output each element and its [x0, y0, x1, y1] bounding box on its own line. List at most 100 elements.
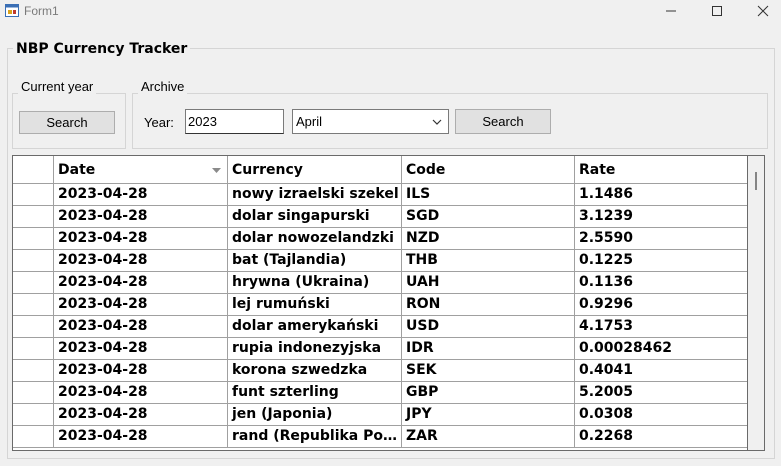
form-heading: NBP Currency Tracker: [13, 41, 191, 57]
cell-code[interactable]: IDR: [402, 338, 575, 360]
table-row[interactable]: 2023-04-28 bat (Tajlandia) THB 0.1225: [13, 250, 747, 272]
cell-currency[interactable]: bat (Tajlandia): [228, 250, 402, 272]
cell-code[interactable]: SEK: [402, 360, 575, 382]
maximize-icon: [712, 6, 722, 16]
cell-currency[interactable]: rand (Republika Południowej Afryki): [228, 426, 402, 448]
table-row[interactable]: 2023-04-28 dolar nowozelandzki NZD 2.5590: [13, 228, 747, 250]
cell-date[interactable]: 2023-04-28: [54, 228, 228, 250]
column-header-date[interactable]: Date: [54, 156, 228, 184]
row-header[interactable]: [13, 338, 54, 360]
cell-date[interactable]: 2023-04-28: [54, 316, 228, 338]
table-row[interactable]: 2023-04-28 funt szterling GBP 5.2005: [13, 382, 747, 404]
month-select[interactable]: April: [292, 109, 449, 134]
cell-code[interactable]: UAH: [402, 272, 575, 294]
cell-currency[interactable]: lej rumuński: [228, 294, 402, 316]
row-header[interactable]: [13, 206, 54, 228]
cell-rate[interactable]: 0.0308: [575, 404, 747, 426]
cell-code[interactable]: USD: [402, 316, 575, 338]
cell-code[interactable]: ILS: [402, 184, 575, 206]
cell-code[interactable]: SGD: [402, 206, 575, 228]
currency-grid[interactable]: Date Currency Code Rate 2023-04-28 nowy i…: [12, 155, 748, 451]
chevron-down-icon: [432, 119, 442, 125]
row-header[interactable]: [13, 228, 54, 250]
cell-rate[interactable]: 4.1753: [575, 316, 747, 338]
minimize-button[interactable]: [648, 0, 694, 22]
current-year-label: Current year: [18, 79, 97, 94]
row-header[interactable]: [13, 382, 54, 404]
cell-code[interactable]: GBP: [402, 382, 575, 404]
row-header[interactable]: [13, 184, 54, 206]
column-header-rate[interactable]: Rate: [575, 156, 747, 184]
cell-currency[interactable]: dolar singapurski: [228, 206, 402, 228]
table-row[interactable]: 2023-04-28 korona szwedzka SEK 0.4041: [13, 360, 747, 382]
year-input[interactable]: 2023: [185, 109, 284, 134]
table-row[interactable]: 2023-04-28 jen (Japonia) JPY 0.0308: [13, 404, 747, 426]
row-header[interactable]: [13, 360, 54, 382]
row-header[interactable]: [13, 426, 54, 448]
main-groupbox: [7, 48, 775, 459]
row-header[interactable]: [13, 294, 54, 316]
column-header-currency[interactable]: Currency: [228, 156, 402, 184]
row-header[interactable]: [13, 272, 54, 294]
cell-code[interactable]: ZAR: [402, 426, 575, 448]
cell-currency[interactable]: funt szterling: [228, 382, 402, 404]
row-header[interactable]: [13, 316, 54, 338]
cell-rate[interactable]: 0.2268: [575, 426, 747, 448]
cell-rate[interactable]: 5.2005: [575, 382, 747, 404]
cell-currency[interactable]: nowy izraelski szekel: [228, 184, 402, 206]
minimize-icon: [666, 10, 676, 12]
row-header-corner: [13, 156, 54, 184]
cell-date[interactable]: 2023-04-28: [54, 272, 228, 294]
cell-rate[interactable]: 0.1225: [575, 250, 747, 272]
cell-date[interactable]: 2023-04-28: [54, 206, 228, 228]
cell-rate[interactable]: 0.9296: [575, 294, 747, 316]
row-header[interactable]: [13, 250, 54, 272]
cell-date[interactable]: 2023-04-28: [54, 250, 228, 272]
cell-date[interactable]: 2023-04-28: [54, 338, 228, 360]
cell-currency[interactable]: hrywna (Ukraina): [228, 272, 402, 294]
table-row[interactable]: 2023-04-28 dolar singapurski SGD 3.1239: [13, 206, 747, 228]
scrollbar-thumb[interactable]: [755, 172, 757, 190]
cell-currency[interactable]: rupia indonezyjska: [228, 338, 402, 360]
row-header[interactable]: [13, 404, 54, 426]
cell-currency[interactable]: dolar amerykański: [228, 316, 402, 338]
month-select-value: April: [296, 114, 323, 129]
table-row[interactable]: 2023-04-28 hrywna (Ukraina) UAH 0.1136: [13, 272, 747, 294]
column-header-code[interactable]: Code: [402, 156, 575, 184]
grid-header-row: Date Currency Code Rate: [13, 156, 747, 184]
archive-groupbox: [132, 93, 768, 149]
cell-rate[interactable]: 2.5590: [575, 228, 747, 250]
cell-rate[interactable]: 0.4041: [575, 360, 747, 382]
table-row[interactable]: 2023-04-28 lej rumuński RON 0.9296: [13, 294, 747, 316]
cell-currency[interactable]: jen (Japonia): [228, 404, 402, 426]
archive-search-button[interactable]: Search: [455, 109, 551, 134]
cell-rate[interactable]: 0.00028462: [575, 338, 747, 360]
cell-code[interactable]: THB: [402, 250, 575, 272]
archive-label: Archive: [138, 79, 188, 94]
table-row[interactable]: 2023-04-28 nowy izraelski szekel ILS 1.1486: [13, 184, 747, 206]
cell-currency[interactable]: korona szwedzka: [228, 360, 402, 382]
cell-rate[interactable]: 3.1239: [575, 206, 747, 228]
table-row[interactable]: 2023-04-28 dolar amerykański USD 4.1753: [13, 316, 747, 338]
cell-date[interactable]: 2023-04-28: [54, 294, 228, 316]
grid-vertical-scrollbar[interactable]: [748, 155, 765, 451]
cell-code[interactable]: RON: [402, 294, 575, 316]
table-row[interactable]: 2023-04-28 rupia indonezyjska IDR 0.0002846…: [13, 338, 747, 360]
cell-date[interactable]: 2023-04-28: [54, 184, 228, 206]
cell-rate[interactable]: 0.1136: [575, 272, 747, 294]
current-year-search-button[interactable]: Search: [19, 111, 115, 134]
cell-date[interactable]: 2023-04-28: [54, 426, 228, 448]
app-icon: [5, 4, 19, 17]
column-header-date-label: Date: [58, 162, 96, 178]
cell-currency[interactable]: dolar nowozelandzki: [228, 228, 402, 250]
title-bar: Form1: [0, 0, 781, 22]
cell-code[interactable]: JPY: [402, 404, 575, 426]
cell-code[interactable]: NZD: [402, 228, 575, 250]
cell-date[interactable]: 2023-04-28: [54, 382, 228, 404]
maximize-button[interactable]: [694, 0, 740, 22]
cell-date[interactable]: 2023-04-28: [54, 360, 228, 382]
cell-rate[interactable]: 1.1486: [575, 184, 747, 206]
cell-date[interactable]: 2023-04-28: [54, 404, 228, 426]
close-button[interactable]: [740, 0, 781, 22]
